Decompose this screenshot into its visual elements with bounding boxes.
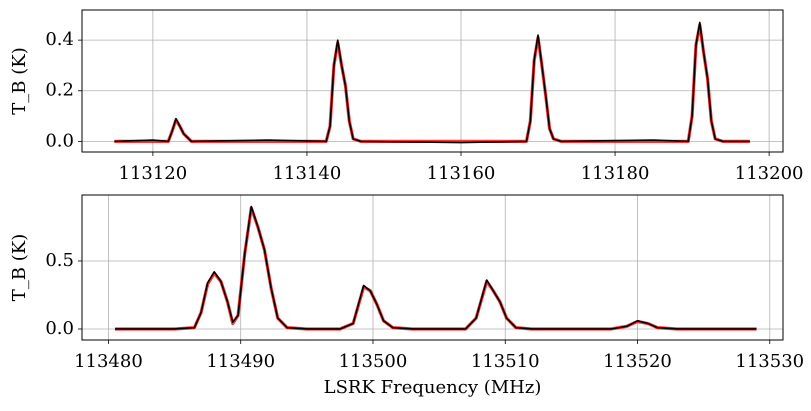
x-tick-label: 113490 <box>206 351 275 372</box>
x-tick-label: 113160 <box>427 163 496 184</box>
spectrum-line <box>114 21 750 144</box>
axes-frame <box>81 194 784 341</box>
spectrum-line <box>115 205 757 330</box>
y-tick-label: 0.0 <box>45 130 74 151</box>
x-tick-label: 113120 <box>119 163 188 184</box>
spectrum-line <box>114 23 750 143</box>
y-tick-label: 0.5 <box>45 250 74 271</box>
y-tick-label: 0.4 <box>45 29 74 50</box>
x-tick-label: 113200 <box>735 163 804 184</box>
x-tick-label: 113500 <box>339 351 408 372</box>
x-tick-label: 113480 <box>74 351 143 372</box>
x-tick-label: 113510 <box>471 351 540 372</box>
axes-frame <box>81 9 784 153</box>
spectrum-line <box>115 206 757 331</box>
y-axis-label: T_B (K) <box>9 47 30 114</box>
x-axis-label: LSRK Frequency (MHz) <box>324 377 542 398</box>
x-tick-label: 113520 <box>603 351 672 372</box>
y-tick-label: 0.2 <box>45 80 74 101</box>
y-axis-label: T_B (K) <box>9 234 30 301</box>
x-tick-label: 113180 <box>581 163 650 184</box>
y-tick-label: 0.0 <box>45 318 74 339</box>
x-tick-label: 113530 <box>735 351 804 372</box>
x-tick-label: 113140 <box>273 163 342 184</box>
